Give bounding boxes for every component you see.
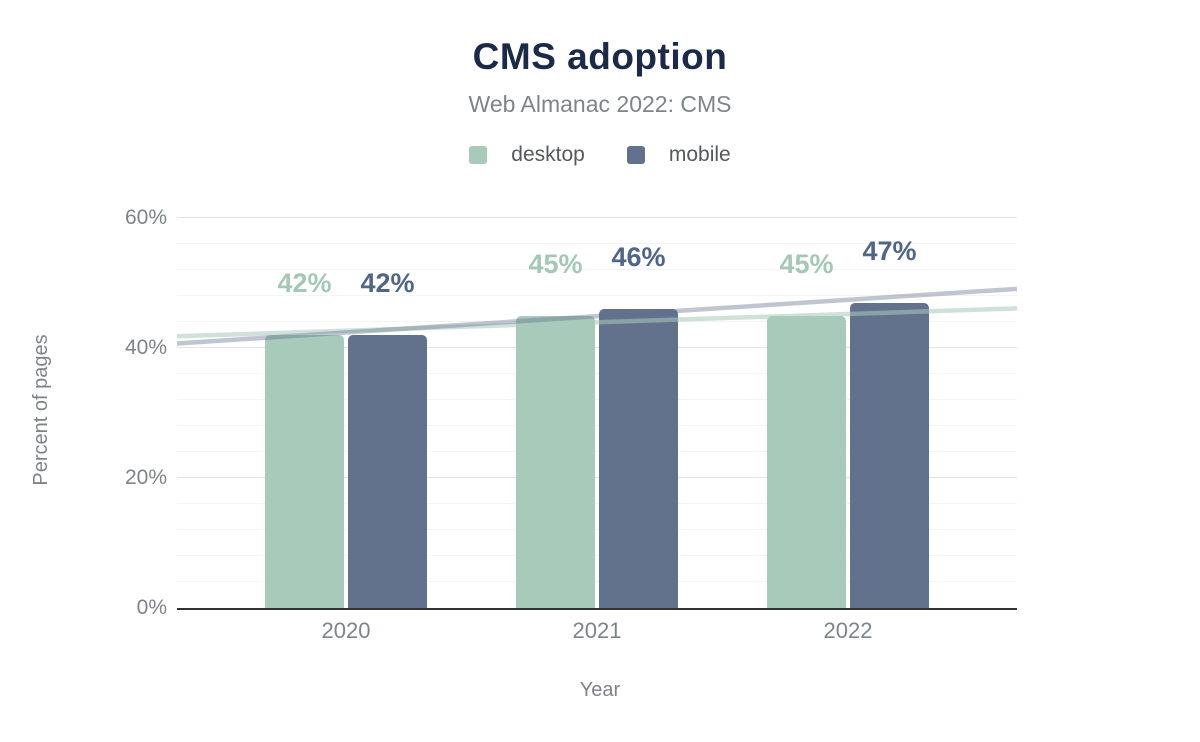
y-axis-title: Percent of pages [30,334,52,486]
gridline-28 [177,425,1017,426]
gridline-4 [177,581,1017,582]
chart-title: CMS adoption [472,36,728,77]
gridline-24 [177,451,1017,452]
gridline-40 [177,347,1017,348]
value-label-mobile-2022: 47% [862,235,917,266]
gridline-48 [177,295,1017,296]
x-axis-title: Year [579,679,621,701]
chart-subtitle: Web Almanac 2022: CMS [468,91,732,117]
bar-mobile-2022 [850,302,929,608]
value-label-mobile-2020: 42% [360,268,415,298]
gridline-20 [177,477,1017,478]
value-label-desktop-2022: 45% [779,248,834,279]
value-label-desktop-2021: 45% [528,248,583,279]
legend-swatch-mobile [626,146,645,164]
bar-mobile-2021 [599,309,678,608]
x-tick-2021: 2021 [572,618,622,643]
x-tick-2020: 2020 [321,618,371,643]
gridline-36 [177,373,1017,374]
trendline-desktop [176,306,1018,339]
bar-desktop-2020 [265,335,344,608]
x-tick-2022: 2022 [823,618,873,643]
legend-label-desktop: desktop [511,143,585,166]
plot-area: 2020 42% 42% 2021 45% 46% 2022 45% 47% [176,192,1018,643]
legend-swatch-desktop [469,146,488,164]
y-tick-60: 60% [124,206,167,229]
gridline-32 [177,399,1017,400]
y-tick-40: 40% [124,336,167,359]
legend: desktop mobile [0,143,1200,167]
gridline-60 [177,217,1017,218]
trendline-mobile [176,286,1018,346]
gridline-12 [177,529,1017,530]
legend-label-mobile: mobile [668,143,731,166]
bar-desktop-2021 [516,315,595,608]
y-axis-ticks: 0% 20% 40% 60% [0,192,167,619]
bar-mobile-2020 [348,335,427,608]
bar-desktop-2022 [767,315,846,608]
gridline-16 [177,503,1017,504]
gridline-8 [177,555,1017,556]
trendlines-layer [176,286,1018,346]
gridline-52 [177,269,1017,270]
value-label-desktop-2020: 42% [277,268,332,298]
gridline-56 [177,243,1017,244]
y-tick-20: 20% [124,466,167,489]
legend-item-desktop: desktop [469,143,585,167]
legend-item-mobile: mobile [626,143,731,167]
value-label-mobile-2021: 46% [611,242,666,272]
y-tick-0: 0% [136,596,167,619]
